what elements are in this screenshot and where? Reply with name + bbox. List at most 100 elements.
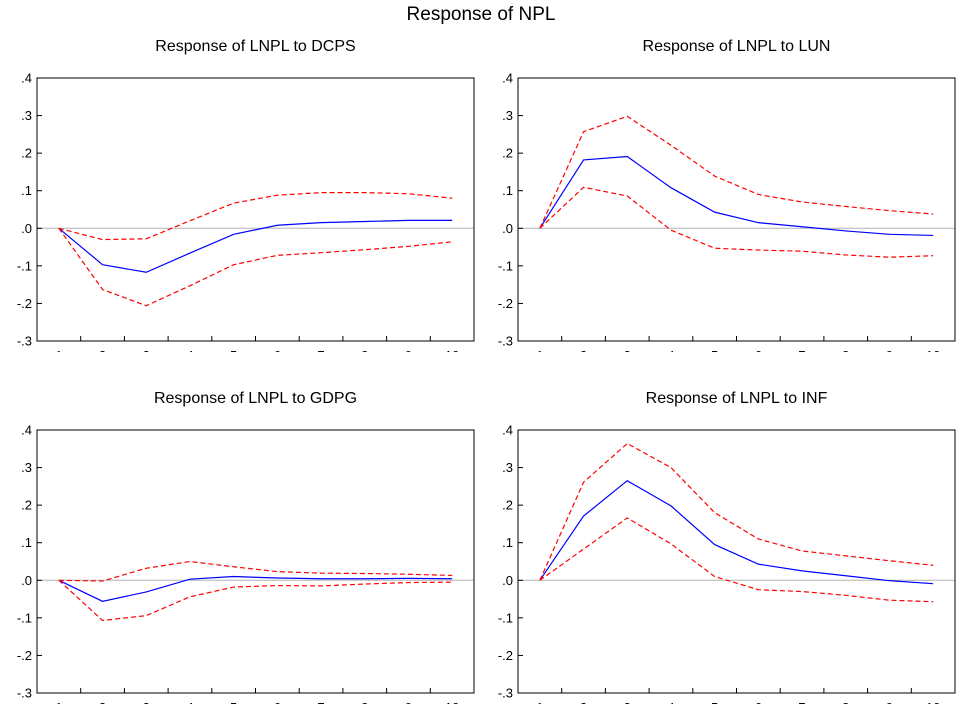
plot-frame: [36, 429, 475, 694]
x-tick-label: 6: [274, 348, 281, 352]
x-tick-label: 2: [580, 700, 587, 704]
chart-svg: Response of LNPL to INF .4 .3 .2 .1 .0 -.1 -.2 -…: [498, 390, 956, 704]
y-tick-label: .0: [502, 573, 513, 588]
y-tick-label: .2: [21, 146, 32, 161]
chart-panel-inf: Response of LNPL to INF .4 .3 .2 .1 .0 -.1 -.2 -…: [481, 352, 962, 704]
upper-line: [539, 115, 934, 229]
x-tick-label: 7: [317, 700, 324, 704]
x-tick-label: 4: [186, 348, 193, 352]
y-tick-label: -.1: [498, 610, 513, 625]
y-tick-label: .1: [502, 535, 513, 550]
y-tick-label: -.1: [17, 610, 32, 625]
chart-title: Response of LNPL to DCPS: [155, 38, 355, 55]
y-tick-label: -.2: [498, 296, 513, 311]
y-tick-label: .4: [502, 423, 513, 438]
chart-panel-gdpg: Response of LNPL to GDPG .4 .3 .2 .1 .0 -.1 -.2…: [0, 352, 481, 704]
chart-title: Response of LNPL to INF: [646, 390, 828, 407]
x-tick-label: 2: [580, 348, 587, 352]
response-line: [58, 575, 453, 602]
x-tick-label: 1: [55, 348, 62, 352]
y-tick-label: .1: [21, 535, 32, 550]
x-tick-label: 9: [405, 348, 412, 352]
y-tick-label: .2: [502, 146, 513, 161]
response-line: [58, 219, 453, 273]
y-tick-label: -.1: [17, 258, 32, 273]
upper-line: [58, 191, 453, 241]
y-tick-label: .4: [502, 71, 513, 86]
x-tick-label: 6: [274, 700, 281, 704]
x-tick-label: 4: [667, 700, 674, 704]
x-tick-label: 2: [99, 348, 106, 352]
y-tick-label: -.3: [498, 686, 513, 701]
chart-svg: Response of LNPL to GDPG .4 .3 .2 .1 .0 -.1 -.2…: [17, 390, 475, 704]
y-tick-label: .0: [21, 221, 32, 236]
plot-frame: [517, 429, 956, 694]
y-tick-label: -.3: [17, 334, 32, 349]
x-tick-label: 6: [755, 700, 762, 704]
x-tick-label: 10: [926, 348, 940, 352]
x-tick-label: 1: [536, 348, 543, 352]
x-tick-label: 3: [624, 700, 631, 704]
y-tick-label: .3: [502, 460, 513, 475]
x-tick-label: 3: [143, 348, 150, 352]
x-tick-label: 8: [361, 348, 368, 352]
x-tick-label: 7: [798, 700, 805, 704]
x-tick-label: 7: [798, 348, 805, 352]
y-tick-label: -.3: [498, 334, 513, 349]
x-tick-label: 7: [317, 348, 324, 352]
response-line: [539, 155, 934, 237]
y-tick-label: .4: [21, 423, 32, 438]
plot-frame: [517, 77, 956, 342]
y-tick-label: -.2: [17, 648, 32, 663]
x-tick-label: 10: [445, 700, 459, 704]
x-tick-label: 8: [842, 348, 849, 352]
lower-line: [539, 517, 934, 603]
x-tick-label: 3: [143, 700, 150, 704]
y-tick-label: .0: [502, 221, 513, 236]
x-tick-label: 6: [755, 348, 762, 352]
y-tick-label: .1: [502, 183, 513, 198]
x-tick-label: 1: [55, 700, 62, 704]
y-tick-label: -.2: [498, 648, 513, 663]
y-tick-label: .3: [21, 460, 32, 475]
x-tick-label: 9: [886, 348, 893, 352]
y-tick-label: .2: [502, 498, 513, 513]
y-tick-label: -.2: [17, 296, 32, 311]
y-tick-label: .2: [21, 498, 32, 513]
lower-line: [58, 579, 453, 622]
x-tick-label: 5: [230, 348, 237, 352]
y-tick-label: -.1: [498, 258, 513, 273]
x-tick-label: 10: [445, 348, 459, 352]
chart-svg: Response of LNPL to DCPS .4 .3 .2 .1 .0 -.1 -.2…: [17, 38, 475, 352]
upper-line: [539, 442, 934, 581]
x-tick-label: 8: [842, 700, 849, 704]
upper-line: [58, 560, 453, 582]
chart-svg: Response of LNPL to LUN .4 .3 .2 .1 .0 -.1 -.2 -…: [498, 38, 956, 352]
chart-title: Response of LNPL to GDPG: [154, 390, 357, 407]
lower-line: [58, 227, 453, 307]
y-tick-label: .3: [21, 108, 32, 123]
x-tick-label: 5: [711, 700, 718, 704]
x-tick-label: 2: [99, 700, 106, 704]
x-tick-label: 10: [926, 700, 940, 704]
chart-panel-lun: Response of LNPL to LUN .4 .3 .2 .1 .0 -.1 -.2 -…: [481, 0, 962, 352]
x-tick-label: 5: [711, 348, 718, 352]
lower-line: [539, 186, 934, 258]
plot-frame: [36, 77, 475, 342]
x-tick-label: 9: [886, 700, 893, 704]
y-tick-label: .3: [502, 108, 513, 123]
chart-panel-dcps: Response of LNPL to DCPS .4 .3 .2 .1 .0 -.1 -.2…: [0, 0, 481, 352]
y-tick-label: .4: [21, 71, 32, 86]
x-tick-label: 4: [186, 700, 193, 704]
x-tick-label: 5: [230, 700, 237, 704]
x-tick-label: 3: [624, 348, 631, 352]
y-tick-label: .1: [21, 183, 32, 198]
x-tick-label: 4: [667, 348, 674, 352]
x-tick-label: 1: [536, 700, 543, 704]
x-tick-label: 8: [361, 700, 368, 704]
x-tick-label: 9: [405, 700, 412, 704]
y-tick-label: .0: [21, 573, 32, 588]
response-line: [539, 479, 934, 585]
chart-title: Response of LNPL to LUN: [643, 38, 831, 55]
y-tick-label: -.3: [17, 686, 32, 701]
